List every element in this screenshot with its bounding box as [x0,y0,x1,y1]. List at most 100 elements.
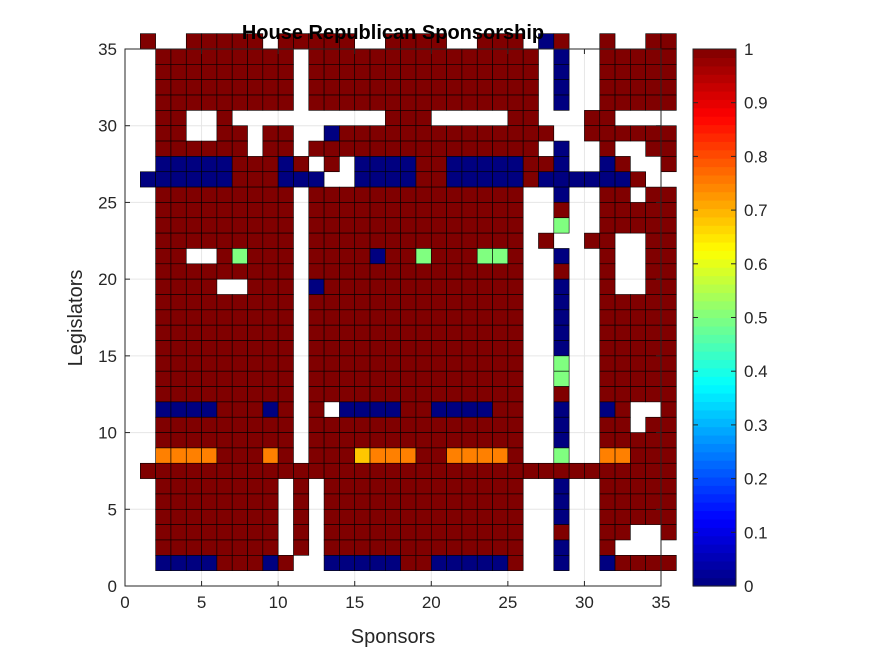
heatmap-cell [415,110,432,127]
colorbar-segment [693,510,736,520]
heatmap-cell [354,140,371,157]
heatmap-cell [369,462,386,479]
heatmap-cell [201,64,218,80]
heatmap-cell [262,202,279,219]
heatmap-cell [216,48,233,65]
heatmap-cell [262,355,279,372]
heatmap-cell [354,324,371,341]
heatmap-cell [155,508,172,525]
heatmap-cell [492,340,509,357]
heatmap-cell [522,94,539,111]
colorbar-tick-label: 0.9 [744,94,768,113]
heatmap-cell [155,294,172,311]
heatmap-cell [155,340,172,357]
colorbar-segment [693,275,736,285]
heatmap-cell [645,217,662,234]
heatmap-cell [492,64,509,80]
heatmap-cell [507,508,524,525]
heatmap-cell [430,370,447,387]
heatmap-cell [216,462,233,479]
heatmap-cell [415,401,432,418]
heatmap-cell [369,278,386,295]
heatmap-cell [492,79,509,96]
colorbar-segment [693,544,736,554]
heatmap-cell [430,125,447,142]
heatmap-cell [385,493,401,510]
heatmap-cell [216,294,233,311]
heatmap-cell [430,524,447,541]
heatmap-cell [507,278,524,295]
heatmap-cell [614,524,631,541]
colorbar-tick-label: 0.1 [744,523,768,542]
heatmap-cell [553,493,570,510]
heatmap-cell [293,508,310,525]
heatmap-cell [476,370,493,387]
heatmap-cell [645,508,662,525]
colorbar-tick-label: 0.2 [744,470,768,489]
heatmap-cell [415,416,432,433]
colorbar-tick-label: 0.7 [744,201,768,220]
heatmap-cell [415,386,432,403]
heatmap-cell [492,278,509,295]
heatmap-cell [553,48,570,65]
heatmap-cell [461,493,478,510]
heatmap-cell [354,171,371,188]
heatmap-cell [231,401,248,418]
heatmap-cell [461,278,478,295]
heatmap-cell [660,555,677,571]
heatmap-cell [339,416,356,433]
heatmap-cell [170,156,187,173]
heatmap-cell [216,171,233,188]
heatmap-cell [369,370,386,387]
colorbar-segment [693,141,736,151]
heatmap-cell [660,202,677,219]
heatmap-cell [415,186,432,203]
heatmap-cell [553,432,570,449]
heatmap-cell [599,555,616,571]
heatmap-cell [339,555,356,571]
heatmap-cell [293,539,310,556]
heatmap-cell [323,217,340,234]
heatmap-cell [476,156,493,173]
heatmap-cell [385,232,401,249]
heatmap-cell [262,508,279,525]
heatmap-cell [553,416,570,433]
heatmap-cell [400,278,417,295]
heatmap-cell [660,508,677,525]
heatmap-cell [231,156,248,173]
heatmap-cell [492,217,509,234]
heatmap-cell [400,140,417,157]
heatmap-cell [476,309,493,326]
heatmap-cell [354,340,371,357]
heatmap-cell [492,555,509,571]
heatmap-cell [630,64,646,80]
heatmap-cell [400,370,417,387]
heatmap-cell [155,186,172,203]
heatmap-cell [645,140,662,157]
heatmap-cell [614,64,631,80]
heatmap-cell [185,416,202,433]
heatmap-cell [385,432,401,449]
heatmap-cell [369,171,386,188]
heatmap-cell [201,94,218,111]
heatmap-cell [492,508,509,525]
plot-area: 0 5 10 15 20 25 30 35 0 5 10 15 20 25 30 35 [98,33,677,612]
heatmap-cell [660,140,677,157]
heatmap-cell [262,263,279,280]
heatmap-cell [262,324,279,341]
heatmap-cell [339,370,356,387]
colorbar-segment [693,57,736,67]
heatmap-cell [277,324,294,341]
heatmap-cell [476,493,493,510]
heatmap-cell [415,94,432,111]
colorbar-segment [693,309,736,319]
heatmap-cell [385,140,401,157]
heatmap-cell [201,508,218,525]
heatmap-cell [415,539,432,556]
heatmap-cell [400,294,417,311]
heatmap-cell [430,156,447,173]
heatmap-cell [155,478,172,495]
heatmap-cell [614,217,631,234]
heatmap-cell [155,94,172,111]
heatmap-cell [308,416,325,433]
